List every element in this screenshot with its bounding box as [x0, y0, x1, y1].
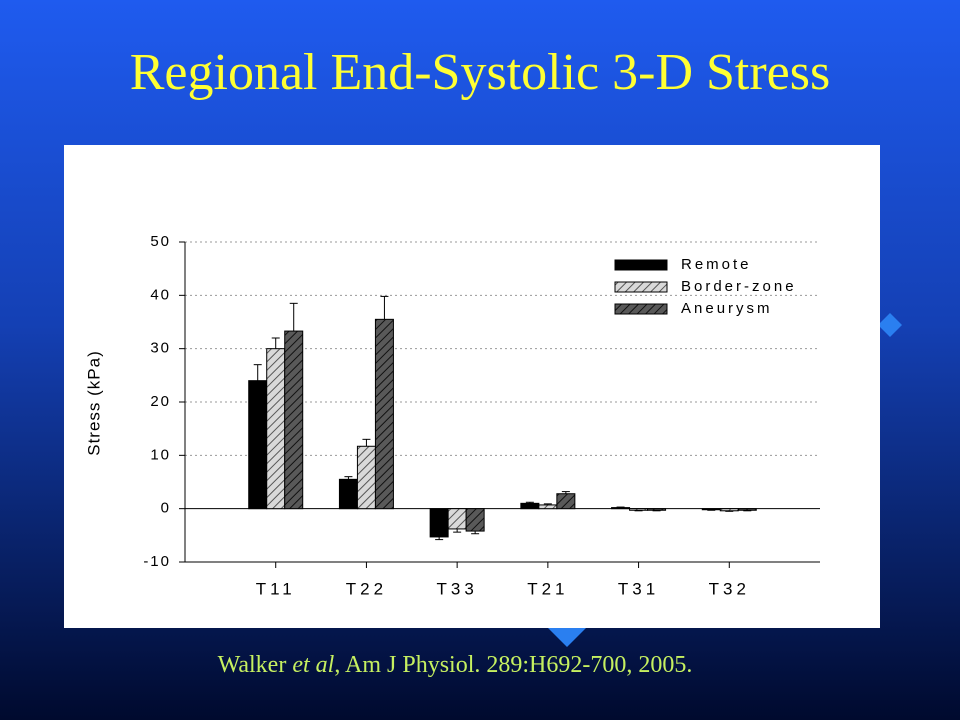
bar — [429, 508, 449, 538]
bar — [701, 508, 721, 511]
y-tick-label: 30 — [150, 340, 171, 357]
bar — [737, 508, 757, 511]
y-tick-label: 40 — [150, 286, 171, 303]
error-bar — [616, 506, 625, 508]
x-tick-label: T21 — [527, 579, 568, 598]
decoration — [878, 313, 902, 337]
error-bar — [471, 531, 480, 535]
bar — [374, 318, 394, 510]
y-tick-label: 50 — [150, 233, 171, 250]
error-bar — [652, 510, 661, 512]
error-bar — [543, 503, 552, 505]
plot: -10 0 10 20 30 40 50 T11 T22 T33 T21 T31 T32 Remote Bo… — [143, 233, 820, 598]
bar — [538, 504, 558, 510]
bar — [266, 348, 286, 510]
error-bar — [253, 364, 262, 381]
x-tick-label: T22 — [346, 579, 387, 598]
bar — [356, 445, 376, 510]
citation-author: Walker — [218, 652, 287, 678]
error-bar — [380, 295, 389, 320]
y-tick-label: 0 — [161, 500, 171, 517]
x-tick-label: T11 — [256, 579, 296, 598]
error-bar — [525, 501, 534, 504]
slide-title: Regional End-Systolic 3-D Stress — [130, 44, 831, 101]
error-bar — [725, 510, 734, 512]
error-bar — [362, 438, 371, 447]
bar — [520, 502, 540, 510]
error-bar — [453, 528, 462, 533]
citation-etal: et al — [292, 652, 334, 678]
chart-panel — [64, 145, 880, 628]
error-bar — [561, 491, 570, 494]
legend-swatch — [614, 281, 668, 293]
bar — [611, 507, 631, 510]
legend-swatch — [614, 303, 668, 315]
bar — [284, 330, 304, 510]
bar — [556, 493, 576, 510]
citation: Walker et al, Am J Physiol. 289:H692-700… — [218, 652, 693, 678]
error-bar — [634, 510, 643, 512]
x-tick-label: T31 — [618, 579, 659, 598]
x-tick-label: T32 — [709, 579, 750, 598]
legend-label: Border-zone — [681, 278, 797, 295]
y-tick-label: 10 — [150, 446, 171, 463]
bar — [629, 508, 649, 511]
bar — [248, 380, 268, 510]
error-bar — [435, 536, 444, 541]
decoration — [548, 628, 586, 647]
bar — [447, 508, 467, 530]
error-bar — [707, 509, 716, 511]
y-tick-label: 20 — [150, 393, 171, 410]
bar — [719, 508, 739, 512]
y-axis-label: Stress (kPa) — [84, 350, 103, 456]
x-tick-label: T33 — [436, 579, 477, 598]
bar — [647, 508, 667, 511]
error-bar — [289, 302, 298, 332]
legend-label: Aneurysm — [681, 300, 773, 317]
error-bar — [743, 510, 752, 512]
bar — [338, 478, 358, 510]
error-bar — [271, 337, 280, 349]
citation-source: , Am J Physiol. 289:H692-700, 2005. — [334, 652, 692, 678]
error-bar — [344, 476, 353, 480]
legend-swatch — [614, 259, 668, 271]
y-tick-label: -10 — [143, 553, 171, 570]
legend-label: Remote — [681, 256, 752, 273]
bar — [465, 508, 485, 532]
